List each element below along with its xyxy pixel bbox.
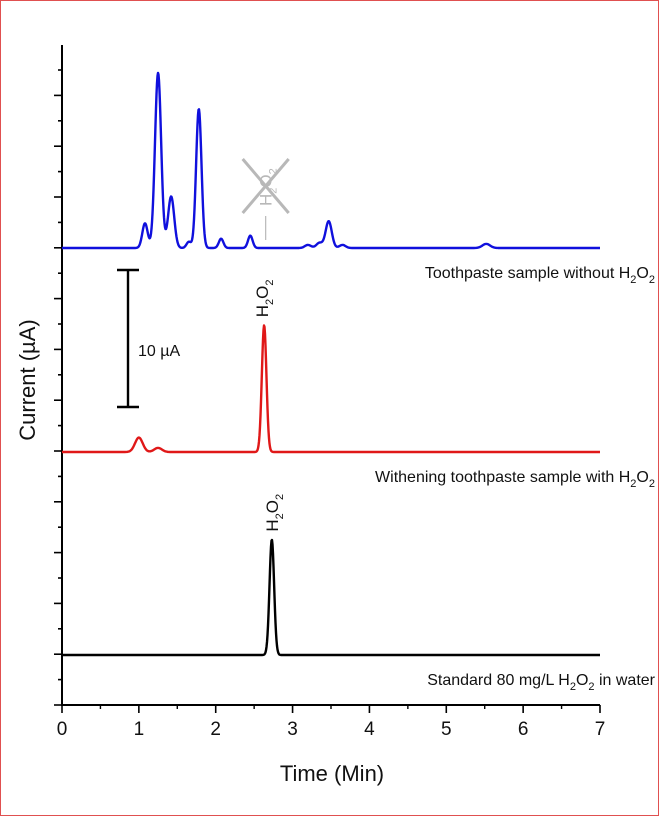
trace-line-1 (61, 71, 601, 250)
trace-label-2: Withening toothpaste sample with H2O2 (375, 469, 655, 490)
label-text: O (636, 265, 648, 282)
peak-label-text: H (263, 519, 282, 531)
x-tick-label: 6 (518, 719, 529, 740)
axes: 0 1 2 3 4 5 6 7 (54, 45, 605, 740)
peak-label-subscript: 2 (274, 494, 286, 500)
x-tick-label: 1 (134, 719, 145, 740)
label-subscript: 2 (630, 274, 636, 286)
label-text: Toothpaste sample without H (425, 265, 630, 282)
trace-line-2 (61, 324, 601, 454)
trace-label-1: Toothpaste sample without H2O2 (425, 265, 655, 286)
label-text: in water (595, 672, 656, 689)
scale-bar-label: 10 µA (138, 343, 180, 360)
x-tick-label: 0 (57, 719, 68, 740)
marker-subscript: 2 (268, 188, 280, 194)
peak-label-subscript: 2 (274, 513, 286, 519)
peak-label-subscript: 2 (264, 280, 276, 286)
label-subscript: 2 (570, 681, 576, 693)
peak-label-subscript: 2 (264, 299, 276, 305)
label-text: Standard 80 mg/L H (427, 672, 570, 689)
x-axis-title: Time (Min) (280, 761, 384, 786)
absent-h2o2-marker: H2O2 (241, 158, 290, 240)
peak-label-text: O (253, 286, 272, 299)
label-subscript: 2 (588, 681, 594, 693)
label-subscript: 2 (649, 478, 655, 490)
label-text: Withening toothpaste sample with H (375, 469, 630, 486)
trace-label-3: Standard 80 mg/L H2O2 in water (427, 672, 655, 693)
peak-label-h2o2: H2O2 (263, 494, 286, 532)
trace-line-3 (61, 538, 601, 657)
peak-label-text: O (263, 500, 282, 513)
marker-subscript: 2 (268, 168, 280, 174)
marker-text: H (257, 194, 276, 206)
label-text: O (576, 672, 588, 689)
label-subscript: 2 (630, 478, 636, 490)
x-tick-label: 3 (287, 719, 298, 740)
y-axis-title: Current (µA) (15, 319, 40, 440)
x-tick-label: 7 (595, 719, 606, 740)
annotations: Toothpaste sample without H2O2H2O2Withen… (117, 158, 656, 693)
label-text: O (636, 469, 648, 486)
x-tick-label: 5 (441, 719, 452, 740)
cross-stroke (241, 158, 290, 214)
label-subscript: 2 (649, 274, 655, 286)
peak-label-text: H (253, 305, 272, 317)
x-tick-label: 2 (210, 719, 221, 740)
absent-marker-label: H2O2 (257, 168, 280, 206)
traces (61, 71, 601, 657)
peak-label-h2o2: H2O2 (253, 280, 276, 318)
marker-text: O (257, 174, 276, 187)
x-tick-label: 4 (364, 719, 375, 740)
